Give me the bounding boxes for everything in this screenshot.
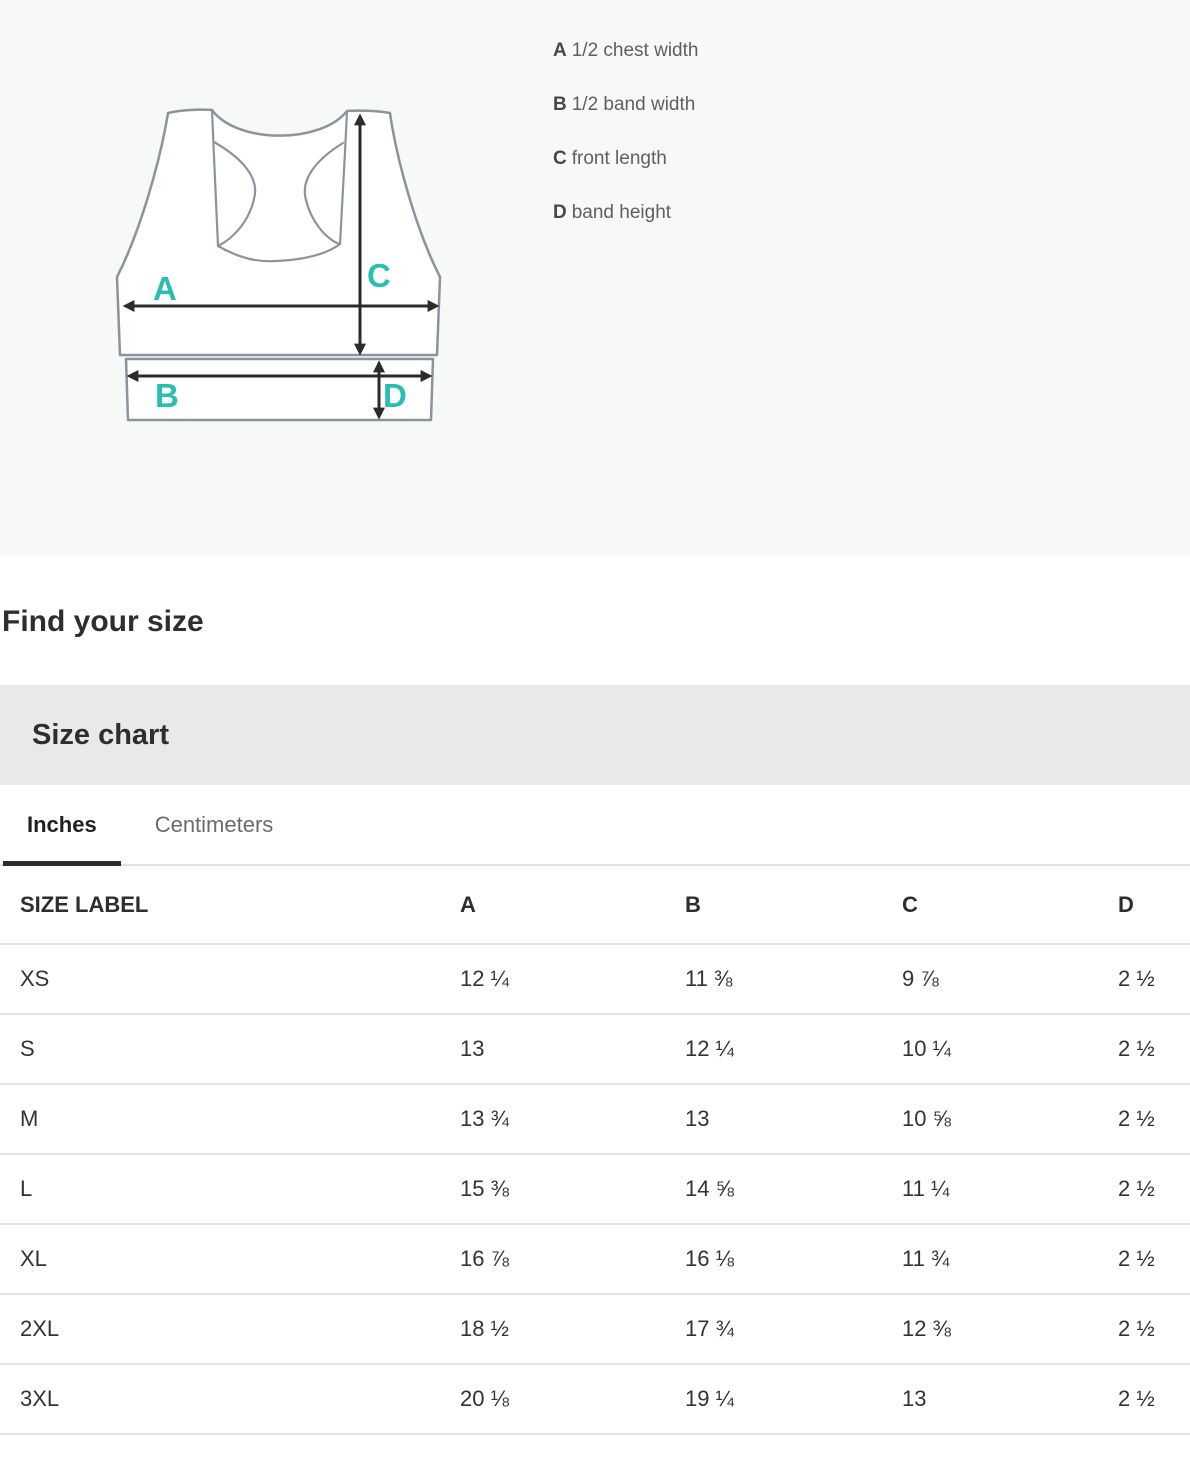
table-body: XS 12 ¼ 11 ⅜ 9 ⅞ 2 ½ S 13 12 ¼ 10 ¼ 2 ½ … <box>0 944 1190 1434</box>
measurement-b-cell: 19 ¼ <box>685 1386 734 1411</box>
unit-tab-centimeters[interactable]: Centimeters <box>131 785 298 864</box>
size-label-cell: M <box>20 1106 39 1131</box>
size-chart-title: Size chart <box>32 718 169 751</box>
size-chart-table: SIZE LABEL A B C D XS 12 ¼ 11 ⅜ 9 ⅞ 2 ½ … <box>0 866 1190 1435</box>
measurement-d-cell: 2 ½ <box>1118 966 1155 991</box>
diagram-label-a: A <box>153 270 177 307</box>
unit-tab-inches[interactable]: Inches <box>3 785 121 866</box>
size-chart-header-bar: Size chart <box>0 685 1190 785</box>
measurement-b-cell: 16 ⅛ <box>685 1246 734 1271</box>
diagram-label-c: C <box>367 257 391 294</box>
table-row-3xl: 3XL 20 ⅛ 19 ¼ 13 2 ½ <box>0 1364 1190 1434</box>
column-header-size-label: SIZE LABEL <box>20 891 149 917</box>
legend-label: 1/2 band width <box>571 94 696 115</box>
bra-front-panel <box>115 108 442 357</box>
legend-label: 1/2 chest width <box>571 40 699 61</box>
measurement-b-cell: 14 ⅝ <box>685 1176 734 1201</box>
sports-bra-measurement-diagram: A B C D <box>115 108 442 422</box>
bra-inner-seams <box>210 108 349 263</box>
measurement-diagram-section: A B C D A 1/2 chest width B 1/2 band width… <box>0 0 1190 556</box>
table-row-xl: XL 16 ⅞ 16 ⅛ 11 ¾ 2 ½ <box>0 1224 1190 1294</box>
measurement-a-cell: 13 <box>460 1036 485 1061</box>
table-row-m: M 13 ¾ 13 10 ⅝ 2 ½ <box>0 1084 1190 1154</box>
column-header-b: B <box>685 891 701 917</box>
unit-tabs: Inches Centimeters <box>0 785 1190 866</box>
measurement-a-cell: 15 ⅜ <box>460 1176 509 1201</box>
size-label-cell: 2XL <box>20 1316 60 1341</box>
legend-key: A <box>553 40 567 61</box>
size-label-cell: L <box>20 1176 33 1201</box>
measurement-b-cell: 11 ⅜ <box>685 966 733 991</box>
measurement-c-cell: 10 ⅝ <box>902 1106 951 1131</box>
measurement-c-cell: 9 ⅞ <box>902 966 939 991</box>
measurement-a-cell: 18 ½ <box>460 1316 509 1341</box>
measurement-d-cell: 2 ½ <box>1118 1386 1155 1411</box>
legend-key: D <box>553 202 567 223</box>
measurement-a-cell: 16 ⅞ <box>460 1246 509 1271</box>
column-header-a: A <box>460 891 476 917</box>
column-header-c: C <box>902 891 918 917</box>
size-label-cell: 3XL <box>20 1386 60 1411</box>
legend-item-a: A 1/2 chest width <box>553 40 698 62</box>
legend-key: B <box>553 94 567 115</box>
measurement-a-cell: 20 ⅛ <box>460 1386 509 1411</box>
measurement-d-cell: 2 ½ <box>1118 1246 1155 1271</box>
measurement-b-cell: 17 ¾ <box>685 1316 734 1341</box>
legend-label: front length <box>571 148 667 169</box>
measurement-c-cell: 11 ¾ <box>902 1246 950 1271</box>
table-row-s: S 13 12 ¼ 10 ¼ 2 ½ <box>0 1014 1190 1084</box>
measurement-d-cell: 2 ½ <box>1118 1316 1155 1341</box>
measurement-b-cell: 13 <box>685 1106 710 1131</box>
page-title: Find your size <box>2 605 204 638</box>
table-header-row: SIZE LABEL A B C D <box>0 866 1190 944</box>
diagram-label-d: D <box>383 377 407 414</box>
legend-key: C <box>553 148 567 169</box>
measurement-c-cell: 12 ⅜ <box>902 1316 951 1341</box>
measurement-b-cell: 12 ¼ <box>685 1036 734 1061</box>
measurement-c-cell: 11 ¼ <box>902 1176 950 1201</box>
measurement-c-cell: 10 ¼ <box>902 1036 951 1061</box>
measurement-d-cell: 2 ½ <box>1118 1176 1155 1201</box>
table-row-l: L 15 ⅜ 14 ⅝ 11 ¼ 2 ½ <box>0 1154 1190 1224</box>
table-row-xs: XS 12 ¼ 11 ⅜ 9 ⅞ 2 ½ <box>0 944 1190 1014</box>
size-label-cell: XS <box>20 966 50 991</box>
table-row-2xl: 2XL 18 ½ 17 ¾ 12 ⅜ 2 ½ <box>0 1294 1190 1364</box>
measurement-d-cell: 2 ½ <box>1118 1036 1155 1061</box>
measurement-a-cell: 13 ¾ <box>460 1106 509 1131</box>
measurement-c-cell: 13 <box>902 1386 927 1411</box>
column-header-d: D <box>1118 891 1134 917</box>
diagram-label-b: B <box>155 377 179 414</box>
size-label-cell: S <box>20 1036 35 1061</box>
legend-item-b: B 1/2 band width <box>553 94 698 116</box>
measurement-a-cell: 12 ¼ <box>460 966 509 991</box>
legend-label: band height <box>571 202 672 223</box>
measurement-d-cell: 2 ½ <box>1118 1106 1155 1131</box>
size-label-cell: XL <box>20 1246 47 1271</box>
